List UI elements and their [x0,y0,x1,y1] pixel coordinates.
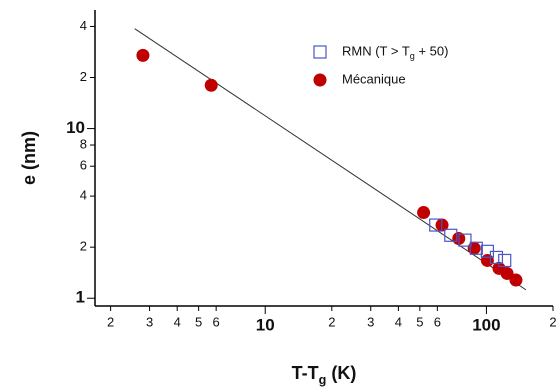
x-tick-label: 4 [395,314,402,329]
x-tick-label: 6 [434,314,441,329]
y-axis-title: e (nm) [19,131,39,185]
point [417,206,431,220]
y-tick-label: 2 [80,239,87,254]
point [509,273,523,287]
point [469,241,483,255]
x-tick-label: 2 [328,314,335,329]
point [500,266,514,280]
point [136,48,150,62]
point [444,228,458,242]
point [204,78,218,92]
legend-label: Mécanique [342,71,406,86]
x-tick-label: 2 [549,314,556,329]
y-tick-label: 8 [80,136,87,151]
fit-line [134,28,527,291]
y-tick-label: 1 [76,288,85,307]
y-tick-label: 2 [80,69,87,84]
point [429,218,443,232]
x-tick-label: 100 [472,315,500,334]
x-tick-label: 5 [195,314,202,329]
x-tick-label: 10 [256,315,275,334]
x-axis-title: T-Tg (K) [292,363,357,388]
point [458,233,472,247]
point [498,253,512,268]
x-tick-label: 4 [174,314,181,329]
legend-marker [313,73,327,87]
x-tick-label: 3 [146,314,153,329]
y-tick-label: 6 [80,158,87,173]
point [480,253,494,267]
point [467,241,481,255]
legend-label: RMN (T > Tg + 50) [342,43,448,61]
y-tick-label: 4 [80,188,87,203]
y-tick-label: 4 [80,18,87,33]
x-tick-label: 3 [367,314,374,329]
x-tick-label: 2 [107,314,114,329]
point [489,250,504,265]
legend-marker [313,45,327,59]
x-tick-label: 6 [213,314,220,329]
y-tick-label: 10 [66,118,85,137]
x-tick-label: 5 [416,314,423,329]
